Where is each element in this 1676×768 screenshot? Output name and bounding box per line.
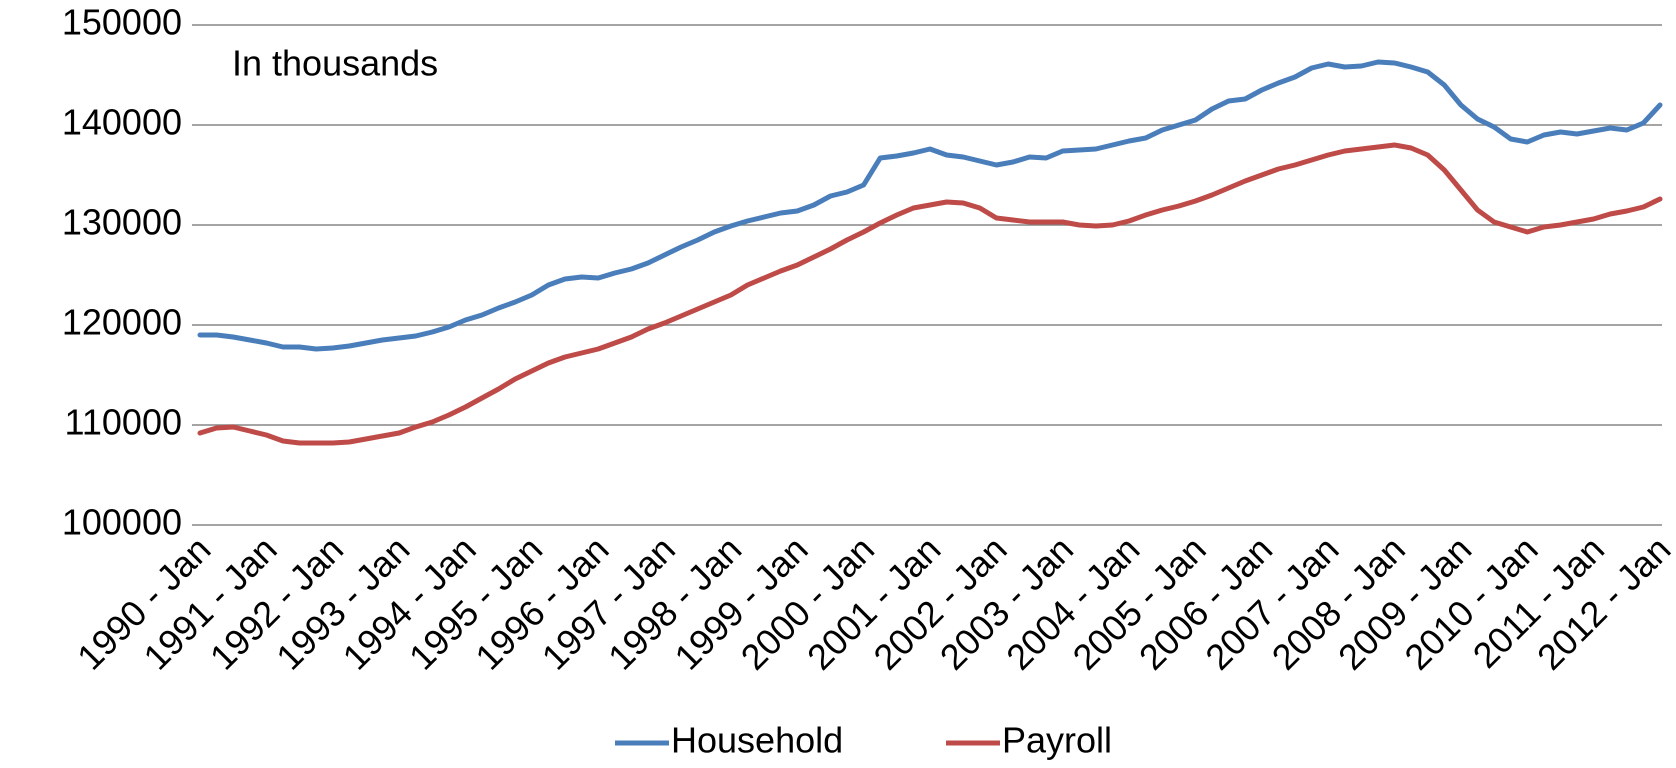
annotation: In thousands [232,43,438,84]
series-line [197,59,1663,352]
legend-label: Payroll [1002,720,1112,761]
y-tick-label: 130000 [62,202,182,243]
y-tick-label: 110000 [65,402,182,443]
y-tick-label: 120000 [62,302,182,343]
y-tick-label: 150000 [62,2,182,43]
legend-label: Household [671,720,843,761]
series-line [197,142,1663,446]
y-tick-label: 100000 [62,502,182,543]
y-tick-label: 140000 [62,102,182,143]
